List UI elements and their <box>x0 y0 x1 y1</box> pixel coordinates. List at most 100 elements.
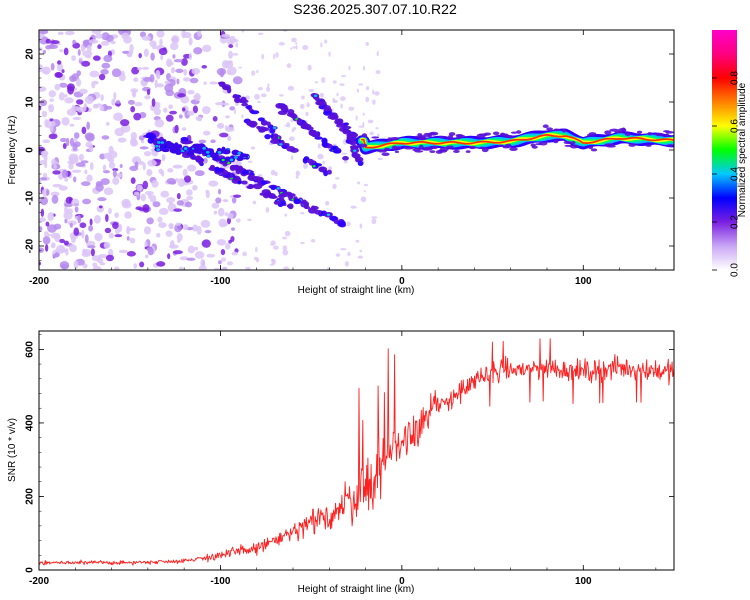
spectral-speckle <box>57 31 64 36</box>
spectral-speckle <box>310 239 316 243</box>
spectral-branch-core <box>206 154 211 158</box>
spectral-speckle <box>141 66 150 70</box>
spectral-speckle <box>137 67 143 71</box>
spectral-speckle <box>231 251 238 256</box>
snr-background <box>39 331 674 570</box>
spectral-speckle <box>156 261 166 267</box>
colorbar-tick-label: 0.8 <box>730 71 741 85</box>
spectral-branch-blob <box>229 164 236 172</box>
spectral-speckle <box>157 216 163 223</box>
spectral-speckle <box>48 90 57 98</box>
spectral-branch-blob <box>314 209 322 215</box>
spectral-speckle <box>222 199 229 202</box>
spectral-speckle <box>193 47 203 55</box>
spectral-branch-blob <box>175 151 182 155</box>
spectral-ridge-fringe <box>604 143 615 147</box>
spectral-speckle <box>200 219 211 228</box>
spectral-speckle <box>320 42 323 48</box>
spectral-branch-blob <box>282 145 288 149</box>
spectral-speckle <box>82 39 91 46</box>
spectral-branch-blob <box>333 149 342 154</box>
spectral-speckle <box>270 169 276 176</box>
snr-x-tick-label: -100 <box>210 576 230 587</box>
spectral-speckle <box>191 67 201 75</box>
spectral-speckle <box>160 190 170 198</box>
spectral-branch-core <box>156 141 161 144</box>
spectral-ridge-fringe <box>614 130 624 134</box>
spectral-ridge-fringe <box>502 146 510 149</box>
colorbar-tick-label: 0.4 <box>730 167 741 181</box>
spectral-branch-blob <box>343 125 349 129</box>
spectral-branch-core <box>353 149 357 152</box>
spectral-ridge-fringe <box>377 149 387 153</box>
spectral-speckle <box>114 228 121 234</box>
spectral-speckle <box>180 95 190 104</box>
spectral-speckle <box>100 40 110 46</box>
spectral-speckle <box>69 75 77 83</box>
spectral-ridge-fringe <box>636 130 643 134</box>
spectral-speckle <box>377 133 380 138</box>
spectral-speckle <box>62 169 68 179</box>
spectral-branch-blob <box>304 205 310 210</box>
spectral-speckle <box>295 41 298 45</box>
spectral-speckle <box>170 66 176 74</box>
spectral-ridge-fringe <box>448 132 456 136</box>
spectral-speckle <box>81 251 91 258</box>
spectral-speckle <box>186 196 194 201</box>
spectral-speckle <box>86 174 93 182</box>
spectral-speckle <box>44 244 49 252</box>
spectral-branch-blob <box>195 147 201 153</box>
spectral-speckle <box>362 121 365 128</box>
spectral-speckle <box>371 216 378 219</box>
spectral-speckle <box>295 45 298 50</box>
spectral-speckle <box>114 212 119 218</box>
spectral-ridge-fringe <box>394 150 399 153</box>
spectral-speckle <box>332 97 336 103</box>
spectral-branch-blob <box>182 141 192 145</box>
spectral-speckle <box>118 73 126 82</box>
spectral-ridge-fringe <box>361 133 368 138</box>
spectral-speckle <box>172 164 183 169</box>
spectral-speckle <box>360 196 367 203</box>
spectral-speckle <box>160 54 164 61</box>
spectral-ridge-fringe <box>417 133 423 137</box>
spectral-speckle <box>282 245 288 252</box>
spectral-speckle <box>114 127 125 137</box>
spectral-ridge-layer <box>361 133 674 149</box>
spectral-speckle <box>152 201 161 208</box>
spectral-speckle <box>52 170 61 175</box>
spectral-speckle <box>278 41 285 46</box>
spectral-branch-blob <box>337 220 346 227</box>
spectral-speckle <box>225 115 230 119</box>
spectral-speckle <box>305 111 309 117</box>
spectral-speckle <box>112 169 117 178</box>
spectral-speckle <box>363 189 366 193</box>
spectral-ridge-fringe <box>381 152 390 156</box>
spectral-speckle <box>229 106 236 111</box>
spectral-speckle <box>143 77 153 82</box>
spectral-speckle <box>113 112 123 121</box>
spectral-speckle <box>317 143 321 149</box>
spectral-speckle <box>362 112 365 116</box>
spectral-branch-blob <box>147 137 155 144</box>
spectral-speckle <box>372 99 376 105</box>
spectral-speckle <box>252 200 257 205</box>
spectral-speckle <box>47 212 54 221</box>
spectral-branch-blob <box>346 136 355 140</box>
spectral-speckle <box>72 39 76 45</box>
spectral-speckle <box>108 232 114 239</box>
spectral-speckle <box>146 169 153 176</box>
spectral-speckle <box>212 116 218 122</box>
spectral-speckle <box>100 178 110 185</box>
spectral-branch-blob <box>306 158 314 164</box>
spectral-speckle <box>359 249 363 253</box>
spectral-ridge-fringe <box>429 150 436 154</box>
spectral-speckle <box>364 183 369 187</box>
spectral-speckle <box>274 171 278 177</box>
spectral-branch-core <box>326 213 331 216</box>
spectral-speckle <box>89 70 100 78</box>
spectral-branch-blob <box>161 148 170 153</box>
spectral-speckle <box>134 101 143 107</box>
spectral-speckle <box>158 47 168 56</box>
spectral-speckle <box>54 71 62 78</box>
